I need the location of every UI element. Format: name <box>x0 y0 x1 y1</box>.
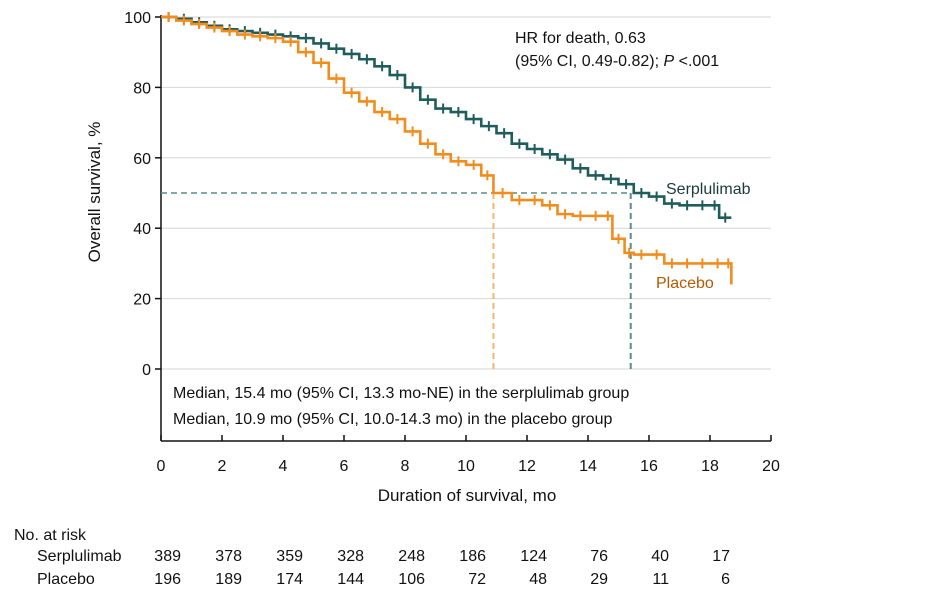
risk-cell: 29 <box>590 571 608 588</box>
risk-cell: 76 <box>590 548 608 565</box>
risk-cell: 196 <box>154 571 181 588</box>
risk-cell: 6 <box>721 571 730 588</box>
risk-cell: 189 <box>215 571 242 588</box>
median-reference-lines <box>161 192 632 369</box>
risk-cell: 328 <box>337 548 364 565</box>
y-tick-label: 60 <box>133 151 151 168</box>
median-note-placebo: Median, 10.9 mo (95% CI, 10.0-14.3 mo) i… <box>173 411 612 428</box>
risk-cell: 106 <box>398 571 425 588</box>
survival-curve-serplulimab <box>161 15 732 219</box>
risk-cell: 378 <box>215 548 242 565</box>
x-tick-label: 20 <box>762 458 780 475</box>
series-placebo <box>161 12 733 285</box>
risk-table-heading: No. at risk <box>14 527 87 544</box>
risk-row-label: Placebo <box>37 571 95 588</box>
x-tick-label: 12 <box>518 458 536 475</box>
risk-row-label: Serplulimab <box>37 548 122 565</box>
risk-cell: 359 <box>276 548 303 565</box>
x-tick-label: 0 <box>157 458 166 475</box>
x-tick-label: 18 <box>701 458 719 475</box>
survival-curves <box>161 12 733 285</box>
x-tick-label: 2 <box>218 458 227 475</box>
gridlines <box>161 16 771 370</box>
legend-placebo: Placebo <box>656 275 714 292</box>
y-axis-ticks: 0 20 40 60 80 100 <box>124 10 161 379</box>
y-tick-label: 100 <box>124 10 151 27</box>
x-tick-label: 16 <box>640 458 658 475</box>
x-tick-label: 6 <box>340 458 349 475</box>
y-tick-label: 80 <box>133 80 151 97</box>
risk-cell: 11 <box>652 571 669 588</box>
hazard-ratio-line2: (95% CI, 0.49-0.82); P <.001 <box>515 53 719 70</box>
risk-cell: 17 <box>712 548 730 565</box>
hazard-ratio-line1: HR for death, 0.63 <box>515 30 646 47</box>
x-tick-label: 4 <box>279 458 288 475</box>
risk-cell: 144 <box>337 571 364 588</box>
x-axis-title: Duration of survival, mo <box>378 486 557 505</box>
risk-cell: 40 <box>651 548 669 565</box>
risk-cell: 72 <box>468 571 486 588</box>
risk-cell: 48 <box>529 571 547 588</box>
risk-cell: 174 <box>276 571 303 588</box>
x-tick-label: 14 <box>579 458 597 475</box>
x-tick-label: 8 <box>401 458 410 475</box>
series-serplulimab <box>161 12 732 223</box>
y-tick-label: 40 <box>133 221 151 238</box>
y-axis-title: Overall survival, % <box>85 122 104 263</box>
survival-curve-placebo <box>161 15 733 285</box>
y-tick-label: 20 <box>133 292 151 309</box>
legend-serplulimab: Serplulimab <box>666 181 751 198</box>
median-note-serplulimab: Median, 15.4 mo (95% CI, 13.3 mo-NE) in … <box>173 385 629 402</box>
x-tick-label: 10 <box>457 458 475 475</box>
x-axis-ticks: 0 2 4 6 8 10 12 14 16 18 20 <box>157 435 780 475</box>
risk-cell: 248 <box>398 548 425 565</box>
y-tick-label: 0 <box>142 362 151 379</box>
risk-cell: 124 <box>520 548 547 565</box>
risk-cell: 186 <box>459 548 486 565</box>
risk-cell: 389 <box>154 548 181 565</box>
